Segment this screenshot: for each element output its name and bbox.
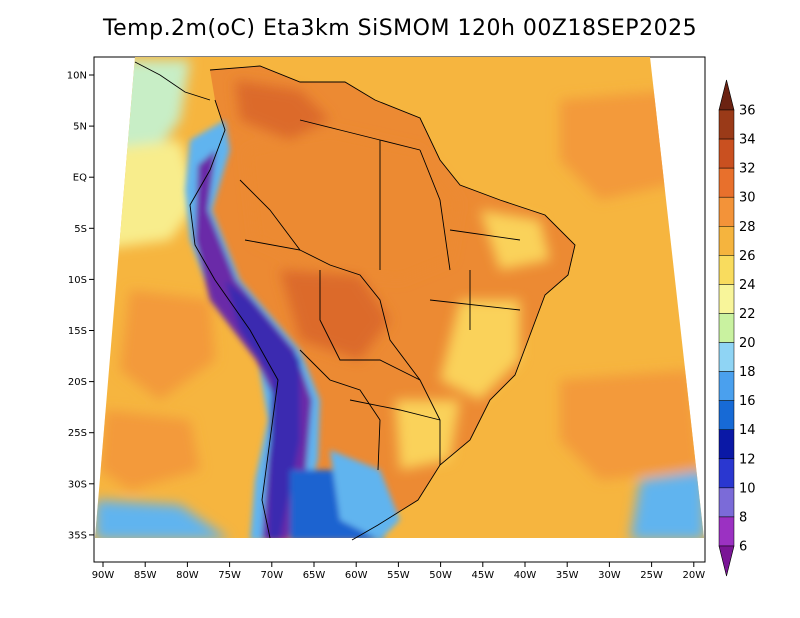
colorbar-label: 32 [739, 162, 756, 177]
continent-outline [209, 65, 576, 541]
colorbar-segment [718, 313, 735, 343]
colorbar-label: 8 [739, 510, 747, 525]
lon-tick-label: 40W [514, 570, 537, 581]
northeast-cool-spots [480, 210, 550, 270]
colorbar-segment [718, 400, 735, 430]
colorbar-segment [718, 109, 735, 140]
colorbar-label: 10 [739, 481, 756, 496]
lon-tick-label: 90W [92, 570, 115, 581]
colorbar-label: 36 [739, 104, 756, 119]
colorbar-segment [718, 342, 735, 372]
lon-tick-label: 80W [176, 570, 199, 581]
colorbar-segment [718, 255, 735, 285]
lat-axis: 10N 5N EQ 5S 10S 15S 20S 25S 30S 35S [67, 71, 94, 541]
lat-tick-label: 10S [68, 275, 87, 286]
colorbar-label: 6 [739, 540, 747, 555]
brazil-states [379, 140, 521, 330]
lat-tick-label: 35S [68, 530, 87, 541]
southern-plateau-cool [395, 400, 460, 470]
colorbar-label: 34 [739, 133, 756, 148]
lon-tick-label: 60W [345, 570, 368, 581]
colorbar-segment [718, 167, 735, 198]
lat-tick-label: 15S [68, 326, 87, 337]
lon-tick-label: 55W [387, 570, 410, 581]
lon-tick-label: 35W [556, 570, 579, 581]
colorbar-label: 26 [739, 249, 756, 264]
argentina-border [299, 349, 441, 471]
temperature-field [95, 57, 704, 538]
lon-tick-label: 70W [260, 570, 283, 581]
andes-colder-core [225, 280, 300, 538]
amazon-hot-zone [245, 130, 460, 280]
central-very-hot-zone [280, 270, 390, 360]
central-america [134, 61, 211, 101]
lat-tick-label: 30S [68, 479, 87, 490]
lon-axis: 90W 85W 80W 75W 70W 65W 60W 55W 50W 45W 40W 35W 30W 2… [92, 562, 705, 581]
lat-tick-label: 20S [68, 377, 87, 388]
colorbar-label: 30 [739, 191, 756, 206]
colorbar-segment [718, 226, 735, 256]
colorbar-top-arrow [718, 79, 735, 111]
lat-tick-label: 25S [68, 428, 87, 439]
brazil-plateau-cool [440, 300, 520, 400]
colorbar-segment [718, 458, 735, 489]
west-coast-outline [189, 99, 279, 539]
colorbar-segment [718, 196, 735, 227]
lat-tick-label: 5S [74, 224, 87, 235]
colorbar-bottom-arrow [718, 545, 735, 577]
peru-bolivia-border [239, 179, 421, 381]
colorbar-segment [718, 371, 735, 401]
lat-tick-label: 10N [67, 71, 87, 82]
lat-tick-label: 5N [73, 122, 87, 133]
south-pacific-cool [95, 500, 230, 538]
lon-tick-label: 45W [471, 570, 494, 581]
lat-tick-label: EQ [73, 173, 87, 184]
colorbar-label: 28 [739, 220, 756, 235]
northern-very-hot [235, 80, 330, 140]
lon-tick-label: 20W [682, 570, 705, 581]
lon-tick-label: 85W [134, 570, 157, 581]
lon-tick-label: 50W [429, 570, 452, 581]
lon-tick-label: 30W [598, 570, 621, 581]
patagonia-cool-zone [330, 450, 400, 538]
colorbar-segment [718, 516, 735, 547]
colorbar: 6 8 10 12 14 16 18 20 22 24 26 28 30 32 34 36 [718, 79, 756, 577]
colorbar-label: 18 [739, 365, 756, 380]
country-borders [134, 61, 576, 541]
colorbar-segment [718, 487, 735, 518]
colorbar-label: 12 [739, 452, 756, 467]
brazil-border [244, 119, 441, 465]
map-title: Temp.2m(oC) Eta3km SiSMOM 120h 00Z18SEP2… [102, 16, 698, 41]
colorbar-segment [718, 429, 735, 460]
colorbar-label: 24 [739, 278, 756, 293]
south-atlantic-cool [630, 470, 704, 538]
colorbar-label: 20 [739, 336, 756, 351]
colorbar-label: 16 [739, 394, 756, 409]
colorbar-segment [718, 138, 735, 169]
atlantic-hot-patch-2 [560, 370, 700, 480]
colorbar-label: 14 [739, 423, 756, 438]
lon-tick-label: 25W [640, 570, 663, 581]
pacific-hot-patch-2 [100, 410, 200, 490]
pacific-hot-patch [120, 290, 215, 400]
colorbar-segment [718, 284, 735, 314]
colorbar-label: 22 [739, 307, 756, 322]
lon-tick-label: 75W [218, 570, 241, 581]
lon-tick-label: 65W [303, 570, 326, 581]
